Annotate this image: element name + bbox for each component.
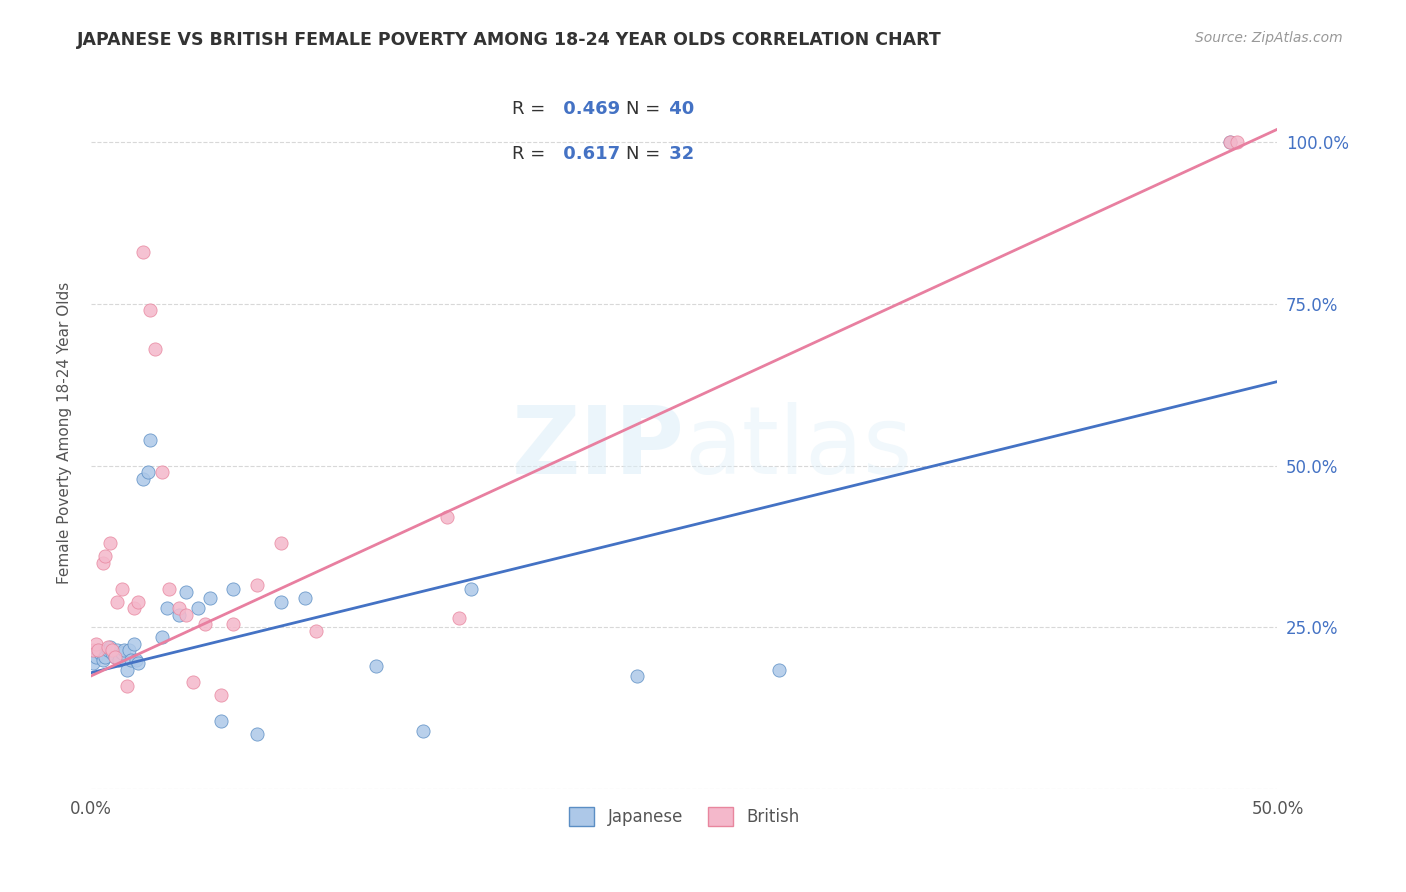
Point [122,637,145,651]
Point [187,601,209,615]
Text: Source: ZipAtlas.com: Source: ZipAtlas.com [1195,31,1343,45]
Point [96,643,118,657]
Text: R =: R = [512,145,546,162]
Point [108,653,131,667]
Text: R =: R = [512,101,546,119]
Point [143,342,166,356]
Text: ZIP: ZIP [512,401,685,493]
Point [101,646,124,660]
Point [84,637,107,651]
Point [111,646,134,660]
Point [104,649,127,664]
Point [98,536,121,550]
Point [246,578,269,592]
Point [181,675,204,690]
Point [1226,135,1249,149]
Point [91,556,114,570]
Point [104,649,127,664]
Point [98,640,121,654]
Point [174,607,197,622]
Point [150,465,173,479]
Point [96,640,118,654]
Point [1219,135,1241,149]
Point [87,643,110,657]
Point [122,601,145,615]
Point [222,617,245,632]
Text: N =: N = [626,101,661,119]
Point [198,591,221,606]
Point [112,643,135,657]
Text: 32: 32 [662,145,695,162]
Point [115,679,138,693]
Point [132,245,155,260]
Point [460,582,482,596]
Point [120,653,142,667]
Point [768,663,790,677]
Point [167,601,190,615]
Point [94,649,117,664]
Point [412,723,434,738]
Point [211,689,233,703]
Point [211,714,233,729]
Point [127,594,149,608]
Point [222,582,245,596]
Point [87,643,110,657]
Text: 0.617: 0.617 [557,145,620,162]
Text: 0.469: 0.469 [557,101,620,119]
Text: 40: 40 [662,101,695,119]
Point [270,536,292,550]
Point [115,663,138,677]
Point [364,659,387,673]
Point [194,617,217,632]
Y-axis label: Female Poverty Among 18-24 Year Olds: Female Poverty Among 18-24 Year Olds [58,282,72,584]
Point [246,727,269,741]
Point [91,653,114,667]
Point [1219,135,1241,149]
Point [626,669,648,683]
Point [447,611,470,625]
Point [139,303,162,318]
Point [111,582,134,596]
Point [84,649,107,664]
Point [127,656,149,670]
Point [157,582,180,596]
Point [139,433,162,447]
Point [105,643,128,657]
Point [294,591,316,606]
Point [125,653,148,667]
Point [94,549,117,564]
Point [118,643,141,657]
Text: N =: N = [626,145,661,162]
Point [167,607,190,622]
Point [89,646,111,660]
Point [174,585,197,599]
Point [436,510,458,524]
Point [136,465,159,479]
Point [82,643,104,657]
Text: JAPANESE VS BRITISH FEMALE POVERTY AMONG 18-24 YEAR OLDS CORRELATION CHART: JAPANESE VS BRITISH FEMALE POVERTY AMONG… [77,31,942,49]
Point [305,624,328,638]
Legend: Japanese, British: Japanese, British [561,798,807,834]
Point [156,601,179,615]
Point [82,656,104,670]
Point [150,630,173,644]
Point [101,643,124,657]
Text: atlas: atlas [685,401,912,493]
Point [132,472,155,486]
Point [105,594,128,608]
Point [270,594,292,608]
